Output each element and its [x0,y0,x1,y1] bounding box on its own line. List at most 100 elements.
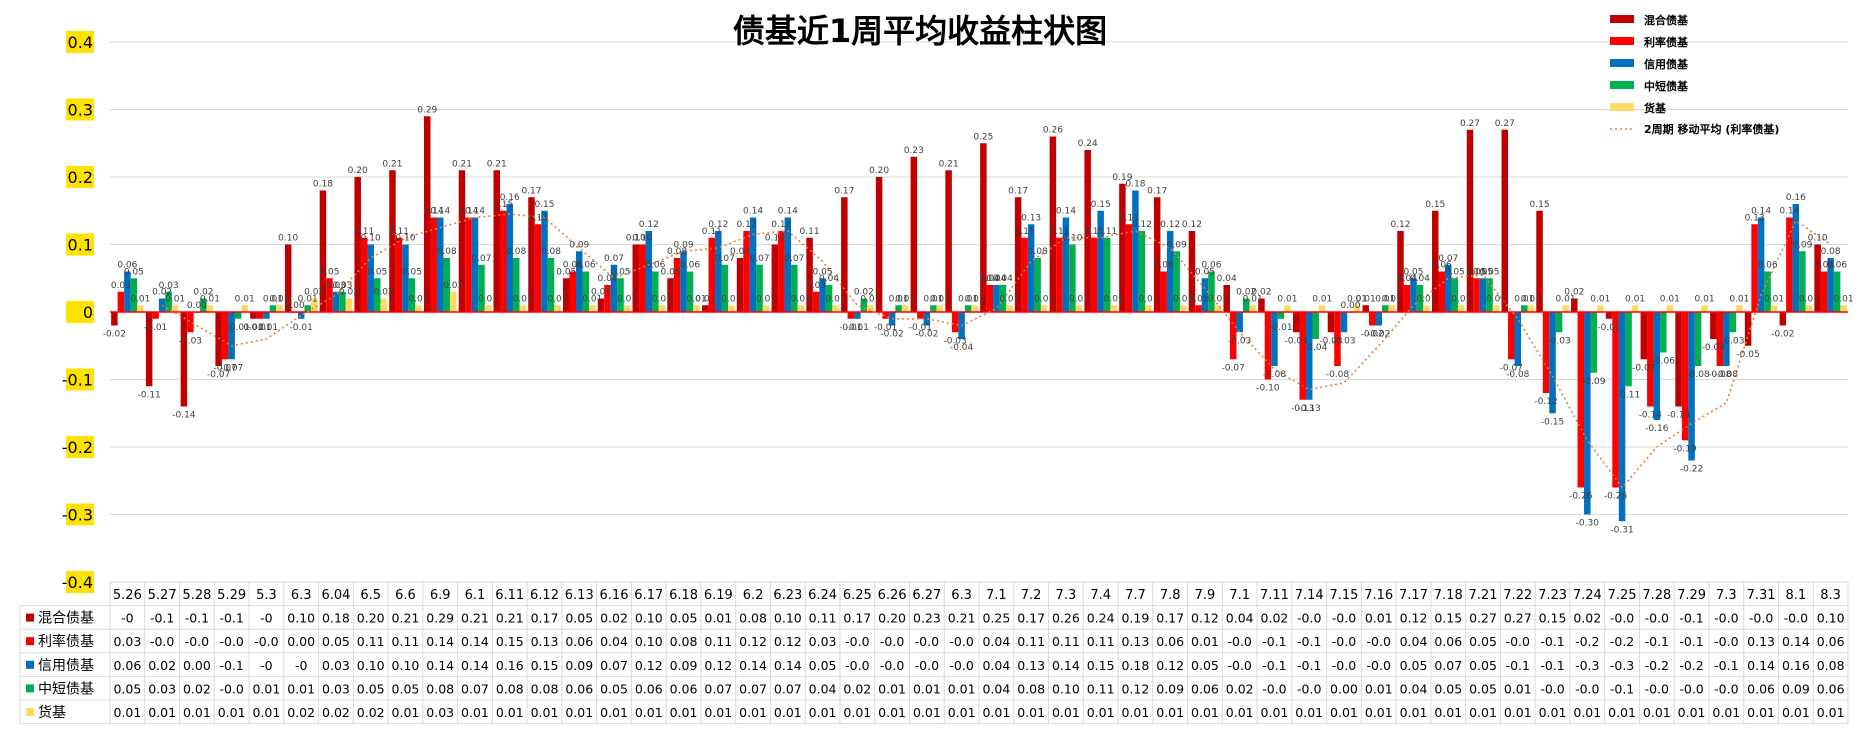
table-cell: -0.0 [1610,611,1634,626]
bar-1-48 [1786,217,1793,312]
data-label: 0.05 [1479,267,1499,277]
table-cell: 0.16 [496,658,524,673]
table-cell: 0.01 [1330,705,1358,720]
bar-3-10 [478,264,485,312]
data-label: 0.02 [374,288,394,298]
bar-2-3 [228,312,235,360]
data-label: 0.10 [278,234,298,244]
y-tick-label: 0.3 [68,101,93,120]
data-label: 0.05 [1195,267,1215,277]
table-cell: -0.1 [1540,634,1564,649]
table-cell: 0.05 [1469,681,1497,696]
table-cell: -0.0 [1506,634,1530,649]
table-cell: 0.10 [774,611,802,626]
table-cell: 0.15 [1434,611,1462,626]
table-cell: 0.01 [670,705,698,720]
table-cell: 0.09 [565,658,593,673]
data-label: -0.08 [1326,370,1350,380]
data-label: 0.13 [528,213,548,223]
x-tick-label: 7.4 [1090,588,1111,603]
bar-2-16 [680,251,687,312]
data-label: -0.03 [1332,336,1355,346]
bar-0-14 [597,298,605,312]
bar-0-47 [1744,312,1752,346]
table-cell: -0.0 [1297,611,1321,626]
data-label: -0.01 [255,323,278,333]
bar-2-8 [402,244,409,312]
table-cell: -0.1 [1506,658,1530,673]
x-tick-label: 7.28 [1642,588,1671,603]
data-label: 0.03 [111,281,131,291]
bar-1-9 [430,217,437,312]
data-label: 0.10 [361,234,381,244]
bar-2-12 [541,210,548,312]
data-label: 0.02 [591,288,611,298]
bar-1-47 [1751,224,1758,312]
bar-3-12 [547,258,555,312]
table-cell: 0.00 [287,634,315,649]
bar-1-38 [1438,271,1446,312]
bar-0-27 [1049,136,1057,312]
data-table: 5.26 5.27 5.28 5.29 5.3 6.3 6.04 6.5 6.6 6.9 6.1 6.… [19,581,1849,725]
table-cell: -0.1 [219,658,243,673]
table-cell: 0.04 [982,658,1010,673]
y-tick-label: -0.3 [62,506,93,525]
table-cell: 0.01 [704,611,732,626]
bar-1-24 [951,312,959,333]
x-tick-label: 7.22 [1503,588,1532,603]
table-cell: 0.08 [1817,658,1845,673]
data-label: 0.10 [632,234,652,244]
data-label: 0.12 [1160,220,1180,230]
table-cell: -0.0 [1367,658,1391,673]
table-cell: 0.11 [704,634,732,649]
x-tick-label: 6.9 [430,588,451,603]
table-cell: 0.05 [322,634,350,649]
data-label: 0.01 [1069,294,1089,304]
bar-0-8 [389,170,396,312]
y-tick-highlight [66,166,94,188]
table-cell: 0.14 [774,658,802,673]
table-cell: 0.01 [1782,705,1810,720]
bar-2-10 [471,217,479,312]
table-cell: 0.24 [1087,611,1115,626]
data-label: -0.08 [1686,370,1710,380]
data-label: 0.11 [1015,227,1035,237]
table-cell: 0.18 [322,611,350,626]
x-tick-label: 5.28 [182,588,211,603]
table-cell: 0.04 [1400,681,1428,696]
bar-3-38 [1451,278,1459,312]
bar-0-2 [180,312,188,407]
table-cell: 0.07 [600,658,628,673]
data-label: 0.27 [1495,119,1515,129]
table-cell: 0.01 [1087,705,1115,720]
bar-1-4 [256,312,264,319]
data-label: -0.07 [207,370,230,380]
data-label: 0.21 [382,159,402,169]
bar-0-1 [145,312,153,387]
data-label: 0.11 [702,227,722,237]
table-cell: 0.10 [635,611,663,626]
x-tick-label: 7.1 [986,588,1007,603]
chart-title: 债基近1周平均收益柱状图 [733,12,1107,50]
data-label: 0.13 [1021,213,1041,223]
bar-0-39 [1466,129,1474,312]
table-cell: -0.2 [1645,658,1669,673]
table-cell: 0.01 [1226,705,1254,720]
data-label: 0.02 [193,288,213,298]
bar-1-14 [604,285,611,312]
table-cell: 0.14 [1782,634,1810,649]
data-label: -0.11 [137,390,160,400]
data-label: -0.02 [1361,330,1384,340]
data-label: 0.08 [437,247,457,257]
table-legend-key [26,660,34,669]
data-label: 0.08 [1028,247,1048,257]
table-cell: 0.20 [357,611,385,626]
data-label: -0.15 [1541,417,1564,427]
data-label: 0.05 [402,267,422,277]
table-cell: 0.01 [1608,705,1636,720]
data-label: -0.01 [227,323,250,333]
bar-4-22 [901,305,909,312]
data-label: 0.04 [1397,274,1417,284]
bar-3-22 [895,305,902,312]
bar-3-0 [130,278,138,312]
